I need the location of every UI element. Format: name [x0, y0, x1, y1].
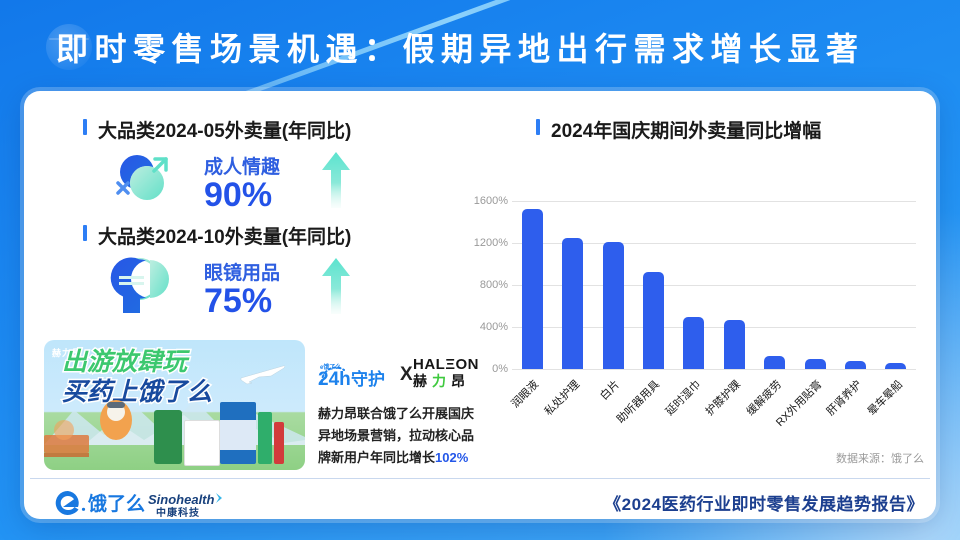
svg-text:HALΞON: HALΞON [413, 356, 479, 373]
svg-text:中康科技: 中康科技 [156, 506, 200, 519]
svg-text:饿了么: 饿了么 [87, 492, 145, 515]
svg-text:赫力昂: 赫力昂 [413, 373, 470, 389]
svg-text:守护: 守护 [351, 369, 385, 389]
svg-text:e饿了么: e饿了么 [320, 363, 341, 371]
svg-text:Sinohealth: Sinohealth [148, 492, 215, 507]
